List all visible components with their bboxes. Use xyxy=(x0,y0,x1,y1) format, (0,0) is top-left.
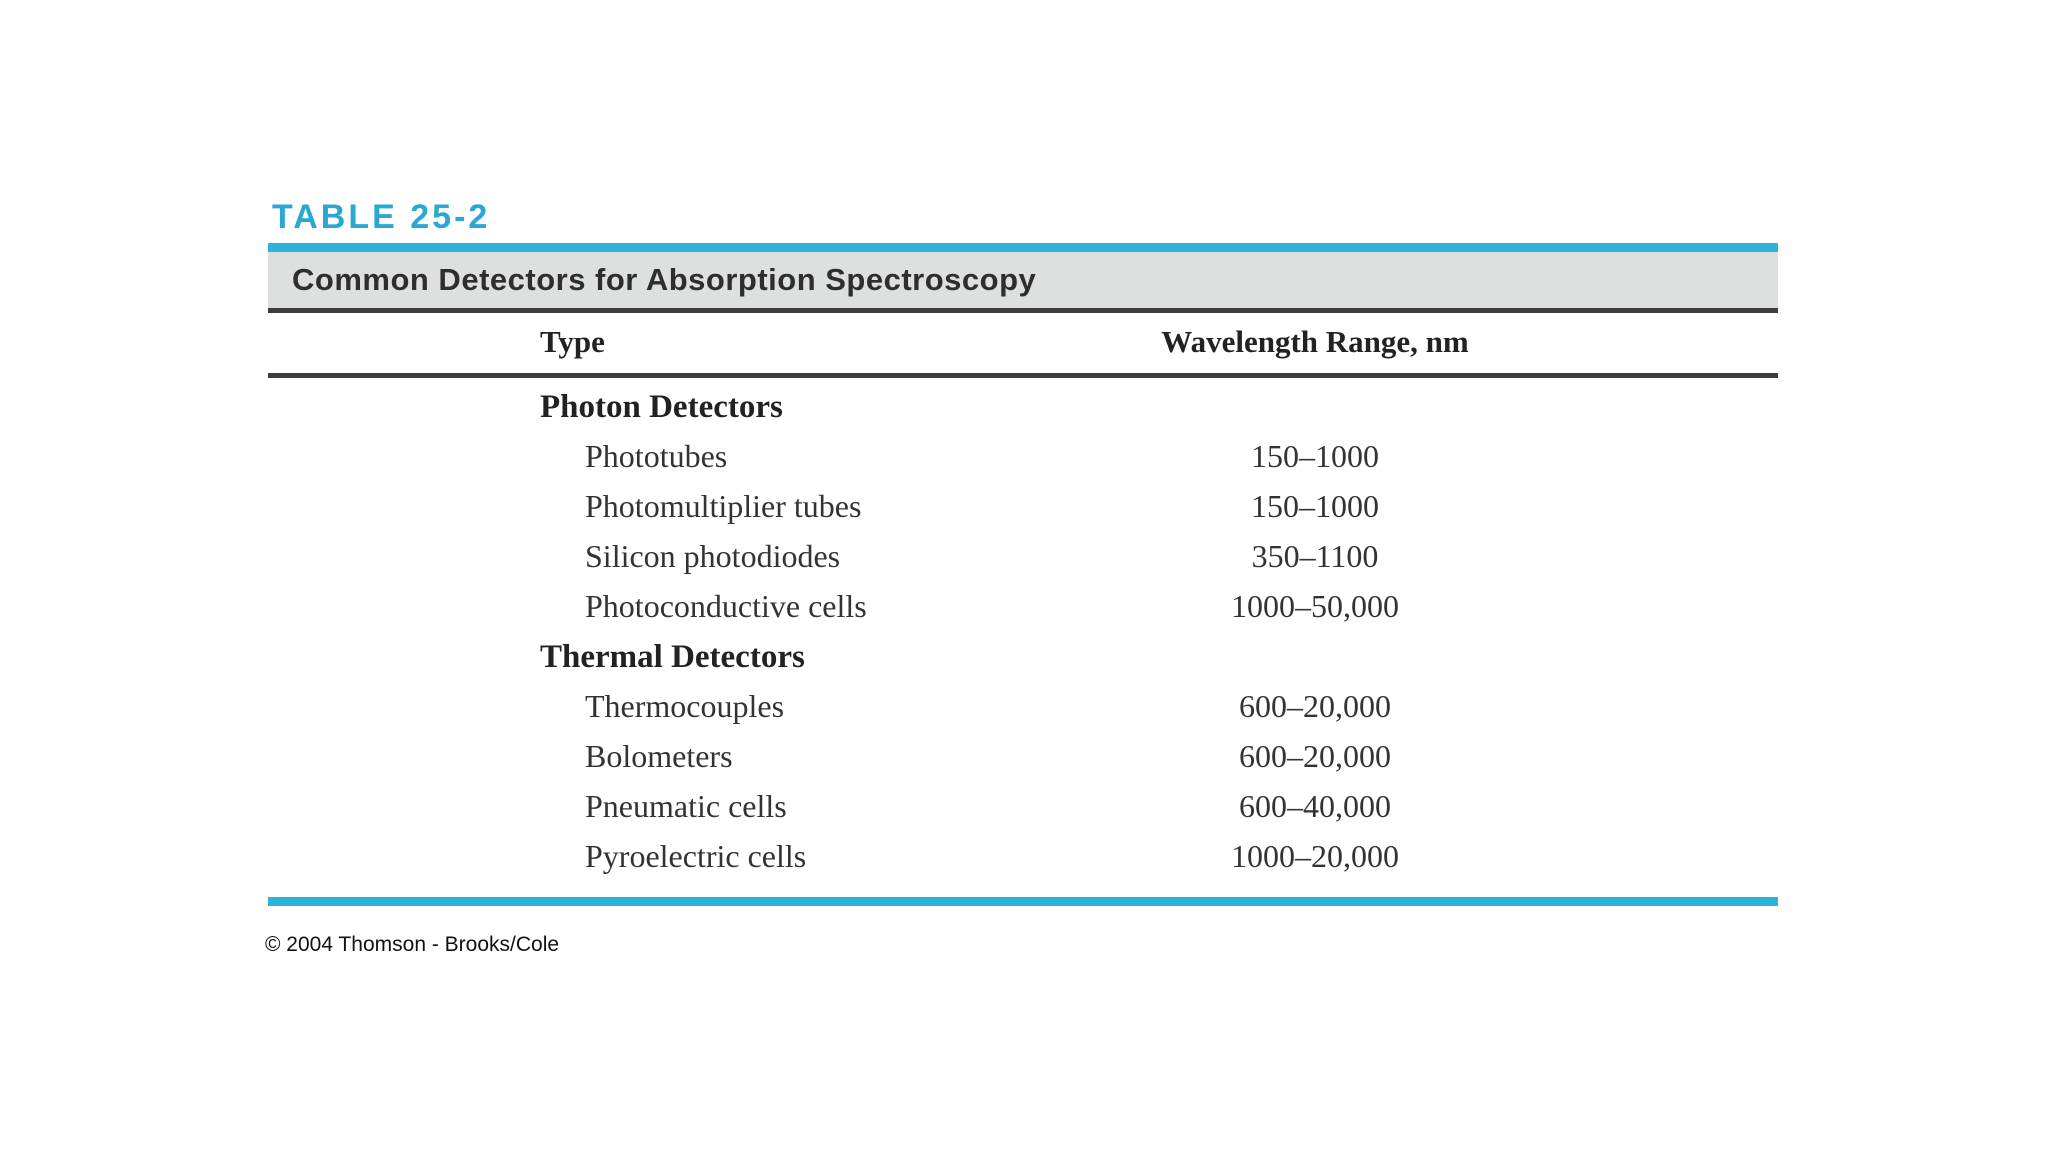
column-header-type: Type xyxy=(540,324,605,359)
column-header-row: Type Wavelength Range, nm xyxy=(268,313,1778,378)
cell-type: Photomultiplier tubes xyxy=(585,488,862,524)
cell-wavelength-range: 600–40,000 xyxy=(1239,788,1391,824)
table-row-bolometers: Bolometers 600–20,000 xyxy=(268,731,1778,781)
cell-type: Thermal Detectors xyxy=(540,639,805,675)
table-caption: Common Detectors for Absorption Spectros… xyxy=(292,262,1037,297)
cell-type: Bolometers xyxy=(585,738,733,774)
table-row-pyroelectric-cells: Pyroelectric cells 1000–20,000 xyxy=(268,831,1778,881)
cell-wavelength-range: 600–20,000 xyxy=(1239,738,1391,774)
cell-wavelength-range: 150–1000 xyxy=(1251,488,1379,524)
table-row-thermal-detectors: Thermal Detectors xyxy=(268,631,1778,681)
cell-type: Photoconductive cells xyxy=(585,588,867,624)
top-accent-rule xyxy=(268,243,1778,252)
table-caption-bar: Common Detectors for Absorption Spectros… xyxy=(268,252,1778,313)
cell-type: Phototubes xyxy=(585,438,728,474)
column-header-wavelength-range: Wavelength Range, nm xyxy=(1161,324,1469,359)
table-row-photomultiplier-tubes: Photomultiplier tubes 150–1000 xyxy=(268,481,1778,531)
table-number-label: TABLE 25-2 xyxy=(272,198,491,236)
table-row-photon-detectors: Photon Detectors xyxy=(268,381,1778,431)
table-row-pneumatic-cells: Pneumatic cells 600–40,000 xyxy=(268,781,1778,831)
cell-type: Silicon photodiodes xyxy=(585,538,841,574)
table-row-silicon-photodiodes: Silicon photodiodes 350–1100 xyxy=(268,531,1778,581)
cell-type: Thermocouples xyxy=(585,688,785,724)
copyright-notice: © 2004 Thomson - Brooks/Cole xyxy=(265,933,560,956)
table-row-phototubes: Phototubes 150–1000 xyxy=(268,431,1778,481)
table-25-2: TABLE 25-2 Common Detectors for Absorpti… xyxy=(268,0,1778,1152)
bottom-accent-rule xyxy=(268,897,1778,906)
cell-wavelength-range: 1000–20,000 xyxy=(1231,838,1399,874)
cell-type: Pyroelectric cells xyxy=(585,838,807,874)
cell-wavelength-range: 1000–50,000 xyxy=(1231,588,1399,624)
cell-type: Photon Detectors xyxy=(540,389,783,425)
cell-wavelength-range: 150–1000 xyxy=(1251,438,1379,474)
table-row-photoconductive-cells: Photoconductive cells 1000–50,000 xyxy=(268,581,1778,631)
cell-wavelength-range: 600–20,000 xyxy=(1239,688,1391,724)
table-body: Photon Detectors Phototubes 150–1000 Pho… xyxy=(268,381,1778,881)
cell-type: Pneumatic cells xyxy=(585,788,787,824)
cell-wavelength-range: 350–1100 xyxy=(1251,538,1379,574)
table-row-thermocouples: Thermocouples 600–20,000 xyxy=(268,681,1778,731)
